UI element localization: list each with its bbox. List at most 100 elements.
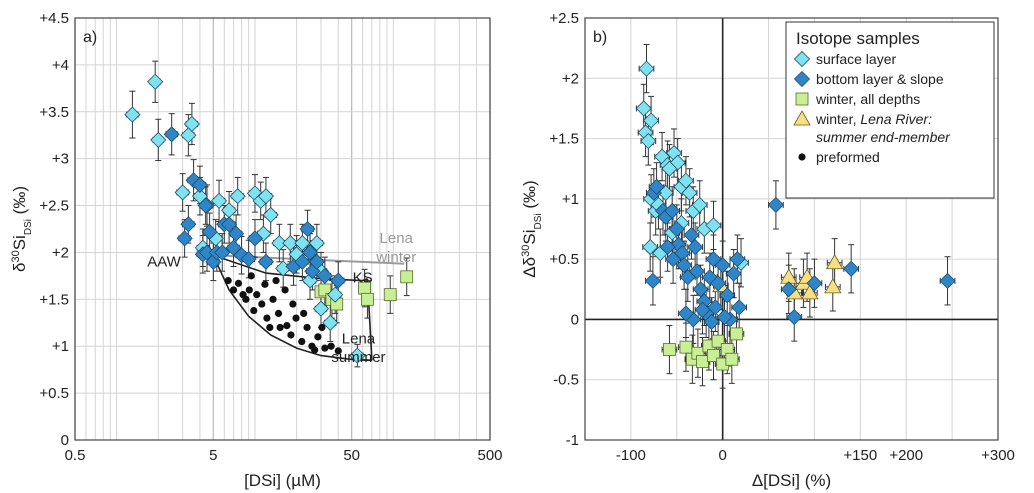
surface-point — [327, 286, 344, 303]
surface-point — [691, 196, 708, 213]
bottom-point — [664, 202, 681, 219]
x-axis-label: Δ[DSi] (%) — [752, 471, 831, 490]
preformed-point — [276, 323, 284, 332]
surface-point — [642, 239, 659, 256]
y-tick-label: +2 — [562, 70, 579, 87]
winter_lena-point — [825, 253, 844, 270]
bottom-point — [197, 197, 214, 214]
preformed-point — [334, 347, 342, 355]
model-lower-curve — [212, 254, 372, 362]
legend-entry-label: summer end-member — [816, 129, 951, 145]
x-tick-label: +300 — [981, 447, 1015, 464]
legend-marker-bottom — [793, 70, 811, 88]
x-tick-label: -100 — [616, 447, 646, 464]
winter-point — [663, 343, 676, 356]
y-tick-label: 0 — [61, 432, 69, 449]
panel-label: b) — [593, 29, 607, 46]
preformed-point — [327, 342, 335, 350]
legend-entry-label: surface layer — [816, 51, 896, 67]
bottom-point — [688, 263, 706, 280]
bottom-point — [780, 281, 797, 298]
plot-frame — [584, 17, 999, 441]
panel-a-chart: 0.5 5 50 500 0 +0.5 +1 +1.5 +2 +2.5 +3 +3.5 +4 +4.5 [D… — [10, 10, 503, 490]
bottom-point — [257, 253, 274, 270]
legend-marker-winter — [795, 92, 809, 106]
annotation-label: summer — [331, 349, 385, 366]
surface-point — [147, 73, 164, 90]
legend-entry-label: preformed — [816, 149, 880, 165]
surface-point — [282, 235, 299, 252]
surface-point — [643, 112, 660, 129]
surface-point — [349, 347, 366, 364]
surface-point — [322, 314, 339, 331]
y-tick-label: +2 — [52, 244, 69, 261]
bottom-point — [692, 281, 709, 298]
panel-b-chart: -100 0 +150 +200 +300 -1 -0.5 0 +0.5 +1 +1.5 +2 +2.5… — [520, 10, 1015, 490]
bottom-point — [659, 239, 676, 256]
preformed-point — [292, 314, 300, 322]
y-tick-label: +1.5 — [549, 131, 579, 148]
legend-title: Isotope samples — [796, 29, 920, 48]
bottom-point — [939, 272, 956, 289]
preformed-point — [258, 300, 266, 308]
annotation-label: Lena — [342, 330, 376, 347]
bottom-point — [644, 272, 661, 289]
bottom-point — [330, 272, 347, 289]
bottom-point — [843, 260, 860, 277]
surface-point — [183, 115, 200, 133]
bottom-point — [677, 305, 695, 322]
preformed-point — [298, 337, 306, 346]
bottom-point — [201, 223, 218, 240]
x-tick-label: 5 — [209, 447, 217, 464]
bottom-point — [703, 313, 720, 330]
winter-point — [400, 270, 414, 284]
winter-point — [361, 292, 374, 306]
bottom-point — [228, 225, 245, 242]
y-tick-label: +3 — [52, 151, 69, 168]
preformed-point — [272, 276, 280, 285]
bottom-point — [246, 230, 264, 247]
winter_lena-point — [801, 284, 819, 300]
bottom-point — [191, 176, 208, 193]
legend-entry-label: winter, all depths — [815, 91, 920, 107]
y-tick-label: +0.5 — [39, 385, 69, 402]
preformed-point — [287, 331, 295, 339]
preformed-point — [261, 280, 269, 288]
y-tick-label: +3.5 — [39, 104, 69, 121]
bottom-point — [301, 244, 319, 261]
preformed-point — [321, 344, 329, 352]
y-tick-label: -1 — [566, 432, 579, 449]
winter-point — [383, 288, 397, 302]
y-tick-label: +1 — [562, 191, 579, 208]
surface-point — [635, 100, 652, 117]
bottom-point — [180, 216, 197, 233]
plot-frame — [74, 17, 491, 441]
preformed-point — [263, 314, 271, 322]
annotation-label: Lena — [380, 230, 414, 247]
surface-point — [271, 235, 288, 252]
x-axis-label: [DSi] (µM) — [244, 471, 321, 490]
preformed-point — [318, 323, 326, 332]
bottom-point — [308, 253, 325, 270]
surface-point — [257, 188, 274, 205]
x-tick-label: 0.5 — [65, 447, 86, 464]
surface-point — [308, 235, 325, 252]
bottom-point — [240, 250, 257, 268]
preformed-point — [283, 321, 291, 330]
bottom-point — [294, 253, 311, 270]
surface-point — [677, 172, 695, 189]
preformed-point — [242, 295, 250, 303]
panel-label: a) — [83, 29, 97, 46]
legend-marker-preformed — [798, 153, 806, 161]
bottom-point — [806, 275, 823, 292]
preformed-point — [245, 286, 253, 294]
y-axis-label: Δδ30SiDSi (‰) — [520, 180, 544, 277]
bottom-point — [731, 299, 748, 316]
y-tick-label: -0.5 — [553, 372, 579, 389]
bottom-point — [710, 275, 727, 292]
bottom-point — [714, 257, 731, 274]
surface-point — [124, 106, 141, 123]
bottom-point — [648, 178, 665, 195]
winter-point — [696, 355, 709, 369]
